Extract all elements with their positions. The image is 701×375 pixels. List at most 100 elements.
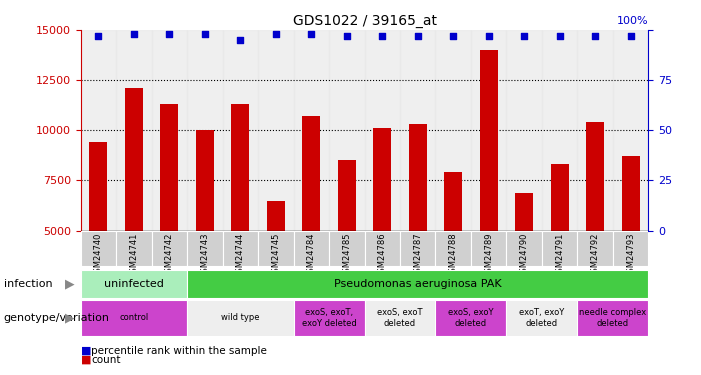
Bar <box>578 300 648 336</box>
Bar <box>506 231 542 266</box>
Point <box>412 33 423 39</box>
Text: GSM24790: GSM24790 <box>519 232 529 278</box>
Text: exoT, exoY
deleted: exoT, exoY deleted <box>519 308 564 327</box>
Text: 100%: 100% <box>617 16 648 26</box>
Bar <box>400 30 435 231</box>
Text: genotype/variation: genotype/variation <box>4 313 109 323</box>
Bar <box>187 30 223 231</box>
Bar <box>187 231 223 266</box>
Text: GSM24792: GSM24792 <box>591 232 599 278</box>
Bar <box>471 231 507 266</box>
Bar <box>267 201 285 231</box>
Text: count: count <box>91 355 121 365</box>
Bar <box>578 231 613 266</box>
Text: GSM24791: GSM24791 <box>555 232 564 278</box>
Point <box>376 33 388 39</box>
Bar <box>365 231 400 266</box>
Point <box>270 31 281 37</box>
Bar <box>400 231 435 266</box>
Bar <box>435 300 506 336</box>
Bar <box>258 231 294 266</box>
Text: GSM24786: GSM24786 <box>378 232 387 278</box>
Bar <box>551 164 569 231</box>
Text: infection: infection <box>4 279 52 289</box>
Bar <box>471 30 507 231</box>
Bar <box>294 30 329 231</box>
Bar <box>365 30 400 231</box>
Bar <box>81 231 116 266</box>
Text: control: control <box>119 314 149 322</box>
Bar <box>329 231 365 266</box>
Bar <box>81 300 187 336</box>
Text: GSM24787: GSM24787 <box>414 232 422 278</box>
Point <box>235 37 246 43</box>
Bar <box>196 130 214 231</box>
Bar <box>294 231 329 266</box>
Text: GSM24745: GSM24745 <box>271 232 280 278</box>
Bar <box>294 300 365 336</box>
Bar <box>302 116 320 231</box>
Text: uninfected: uninfected <box>104 279 164 289</box>
Text: ■: ■ <box>81 355 91 365</box>
Bar <box>116 231 151 266</box>
Point <box>483 33 494 39</box>
Bar <box>258 30 294 231</box>
Bar <box>586 122 604 231</box>
Text: ■: ■ <box>81 346 91 355</box>
Bar <box>223 231 258 266</box>
Bar <box>329 30 365 231</box>
Bar <box>409 124 427 231</box>
Bar <box>116 30 151 231</box>
Point <box>554 33 565 39</box>
Title: GDS1022 / 39165_at: GDS1022 / 39165_at <box>292 13 437 28</box>
Bar <box>187 300 294 336</box>
Text: Pseudomonas aeruginosa PAK: Pseudomonas aeruginosa PAK <box>334 279 501 289</box>
Point <box>164 31 175 37</box>
Bar <box>613 231 648 266</box>
Bar <box>515 192 533 231</box>
Bar <box>578 30 613 231</box>
Bar <box>151 231 187 266</box>
Point <box>519 33 530 39</box>
Text: ▶: ▶ <box>65 311 75 324</box>
Text: GSM24740: GSM24740 <box>94 232 103 278</box>
Text: GSM24744: GSM24744 <box>236 232 245 278</box>
Bar <box>365 300 435 336</box>
Bar <box>507 300 578 336</box>
Bar <box>81 270 187 298</box>
Text: GSM24788: GSM24788 <box>449 232 458 278</box>
Bar <box>542 231 578 266</box>
Bar <box>90 142 107 231</box>
Bar <box>435 30 471 231</box>
Text: percentile rank within the sample: percentile rank within the sample <box>91 346 267 355</box>
Text: GSM24785: GSM24785 <box>342 232 351 278</box>
Text: needle complex
deleted: needle complex deleted <box>579 308 646 327</box>
Text: GSM24784: GSM24784 <box>307 232 315 278</box>
Text: exoS, exoT
deleted: exoS, exoT deleted <box>377 308 423 327</box>
Text: ▶: ▶ <box>65 278 75 291</box>
Point <box>199 31 210 37</box>
Text: GSM24793: GSM24793 <box>626 232 635 278</box>
Text: GSM24742: GSM24742 <box>165 232 174 278</box>
Point <box>448 33 459 39</box>
Point <box>93 33 104 39</box>
Text: GSM24741: GSM24741 <box>130 232 138 278</box>
Text: exoS, exoT,
exoY deleted: exoS, exoT, exoY deleted <box>301 308 356 327</box>
Bar <box>435 231 471 266</box>
Text: exoS, exoY
deleted: exoS, exoY deleted <box>448 308 494 327</box>
Bar <box>125 88 143 231</box>
Bar <box>231 104 249 231</box>
Text: wild type: wild type <box>221 314 259 322</box>
Bar <box>480 50 498 231</box>
Point <box>590 33 601 39</box>
Bar <box>81 30 116 231</box>
Bar <box>506 30 542 231</box>
Point <box>341 33 353 39</box>
Bar <box>338 160 355 231</box>
Bar <box>613 30 648 231</box>
Bar <box>444 172 462 231</box>
Text: GSM24789: GSM24789 <box>484 232 494 278</box>
Point <box>306 31 317 37</box>
Point <box>128 31 139 37</box>
Bar <box>161 104 178 231</box>
